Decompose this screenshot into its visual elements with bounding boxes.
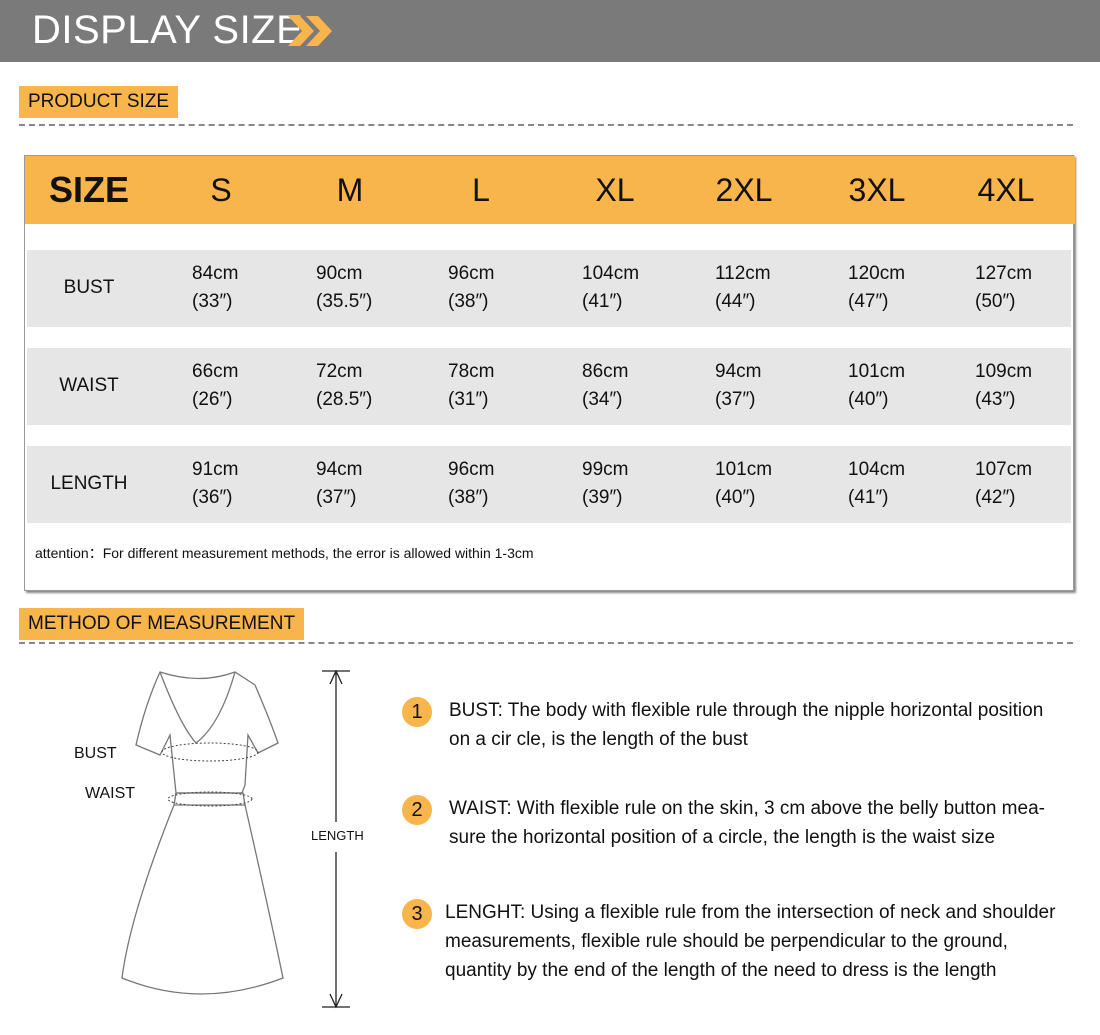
- cell-inch: (31″): [448, 389, 489, 410]
- cell-cm: 90cm: [316, 263, 363, 284]
- cell-inch: (37″): [316, 487, 357, 508]
- cell-cm: 120cm: [848, 263, 906, 284]
- header-size-M: M: [336, 172, 364, 208]
- cell-cm: 101cm: [848, 361, 906, 382]
- step-number-badge: 1: [402, 697, 432, 727]
- waist-label: WAIST: [85, 785, 136, 802]
- step-text: WAIST: With flexible rule on the skin, 3…: [449, 798, 1045, 848]
- header-size-2XL: 2XL: [715, 172, 773, 208]
- table-row: WAIST 66cm (26″) 72cm (28.5″) 78cm (31″) 86cm (3…: [27, 348, 1071, 425]
- cell-inch: (37″): [715, 389, 756, 410]
- bust-label: BUST: [74, 745, 117, 762]
- method-tag: METHOD OF MEASUREMENT: [19, 608, 305, 640]
- cell-cm: 127cm: [975, 263, 1033, 284]
- length-label: LENGTH: [311, 828, 364, 843]
- cell-inch: (41″): [582, 291, 623, 312]
- divider: [19, 124, 1073, 126]
- cell-inch: (42″): [975, 487, 1016, 508]
- header-size-label: SIZE: [48, 169, 129, 210]
- size-table: SIZE S M L XL 2XL 3XL 4XL attention：For differe…: [24, 155, 1075, 591]
- cell-cm: 101cm: [715, 459, 773, 480]
- cell-inch: (44″): [715, 291, 756, 312]
- step-number-badge: 2: [402, 795, 432, 825]
- cell-inch: (28.5″): [316, 389, 373, 410]
- cell-cm: 104cm: [582, 263, 640, 284]
- cell-cm: 66cm: [192, 361, 239, 382]
- cell-inch: (41″): [848, 487, 889, 508]
- length-arrow: [322, 670, 350, 1009]
- cell-inch: (50″): [975, 291, 1016, 312]
- divider: [19, 642, 1073, 644]
- product-size-tag: PRODUCT SIZE: [19, 86, 179, 118]
- cell-cm: 104cm: [848, 459, 906, 480]
- dress-diagram: [121, 671, 284, 995]
- cell-cm: 78cm: [448, 361, 495, 382]
- cell-cm: 99cm: [582, 459, 629, 480]
- banner: DISPLAY SIZE: [0, 0, 1100, 62]
- cell-cm: 112cm: [715, 263, 771, 284]
- cell-cm: 107cm: [975, 459, 1033, 480]
- cell-inch: (47″): [848, 291, 889, 312]
- step-text: BUST: The body with flexible rule throug…: [449, 700, 1044, 750]
- header-size-L: L: [472, 172, 490, 208]
- cell-cm: 96cm: [448, 459, 495, 480]
- cell-cm: 91cm: [192, 459, 239, 480]
- cell-inch: (36″): [192, 487, 233, 508]
- table-row: BUST 84cm (33″) 90cm (35.5″) 96cm (38″) 104cm (4…: [27, 250, 1071, 327]
- cell-inch: (40″): [715, 487, 756, 508]
- cell-cm: 94cm: [316, 459, 363, 480]
- cell-cm: 109cm: [975, 361, 1033, 382]
- cell-inch: (38″): [448, 291, 489, 312]
- header-size-4XL: 4XL: [977, 172, 1035, 208]
- cell-inch: (40″): [848, 389, 889, 410]
- cell-inch: (34″): [582, 389, 623, 410]
- cell-cm: 94cm: [715, 361, 762, 382]
- banner-title: DISPLAY SIZE: [32, 8, 304, 52]
- cell-cm: 86cm: [582, 361, 629, 382]
- cell-inch: (35.5″): [316, 291, 373, 312]
- cell-inch: (33″): [192, 291, 233, 312]
- table-header: SIZE S M L XL 2XL 3XL 4XL: [25, 156, 1075, 224]
- cell-inch: (39″): [582, 487, 623, 508]
- header-size-S: S: [210, 172, 232, 208]
- double-chevron-right-icon: [288, 16, 332, 46]
- table-row: LENGTH 91cm (36″) 94cm (37″) 96cm (38″) 99cm (39…: [27, 446, 1071, 523]
- cell-cm: 96cm: [448, 263, 495, 284]
- row-label: BUST: [63, 277, 115, 298]
- attention-note: attention：For different measurement meth…: [35, 545, 534, 561]
- cell-cm: 84cm: [192, 263, 239, 284]
- cell-inch: (43″): [975, 389, 1016, 410]
- cell-inch: (26″): [192, 389, 233, 410]
- header-size-XL: XL: [595, 172, 635, 208]
- step-number-badge: 3: [402, 899, 432, 929]
- cell-cm: 72cm: [316, 361, 363, 382]
- row-label: LENGTH: [50, 473, 128, 494]
- header-size-3XL: 3XL: [848, 172, 906, 208]
- row-label: WAIST: [59, 375, 119, 396]
- step-text: LENGHT: Using a flexible rule from the i…: [445, 902, 1056, 981]
- cell-inch: (38″): [448, 487, 489, 508]
